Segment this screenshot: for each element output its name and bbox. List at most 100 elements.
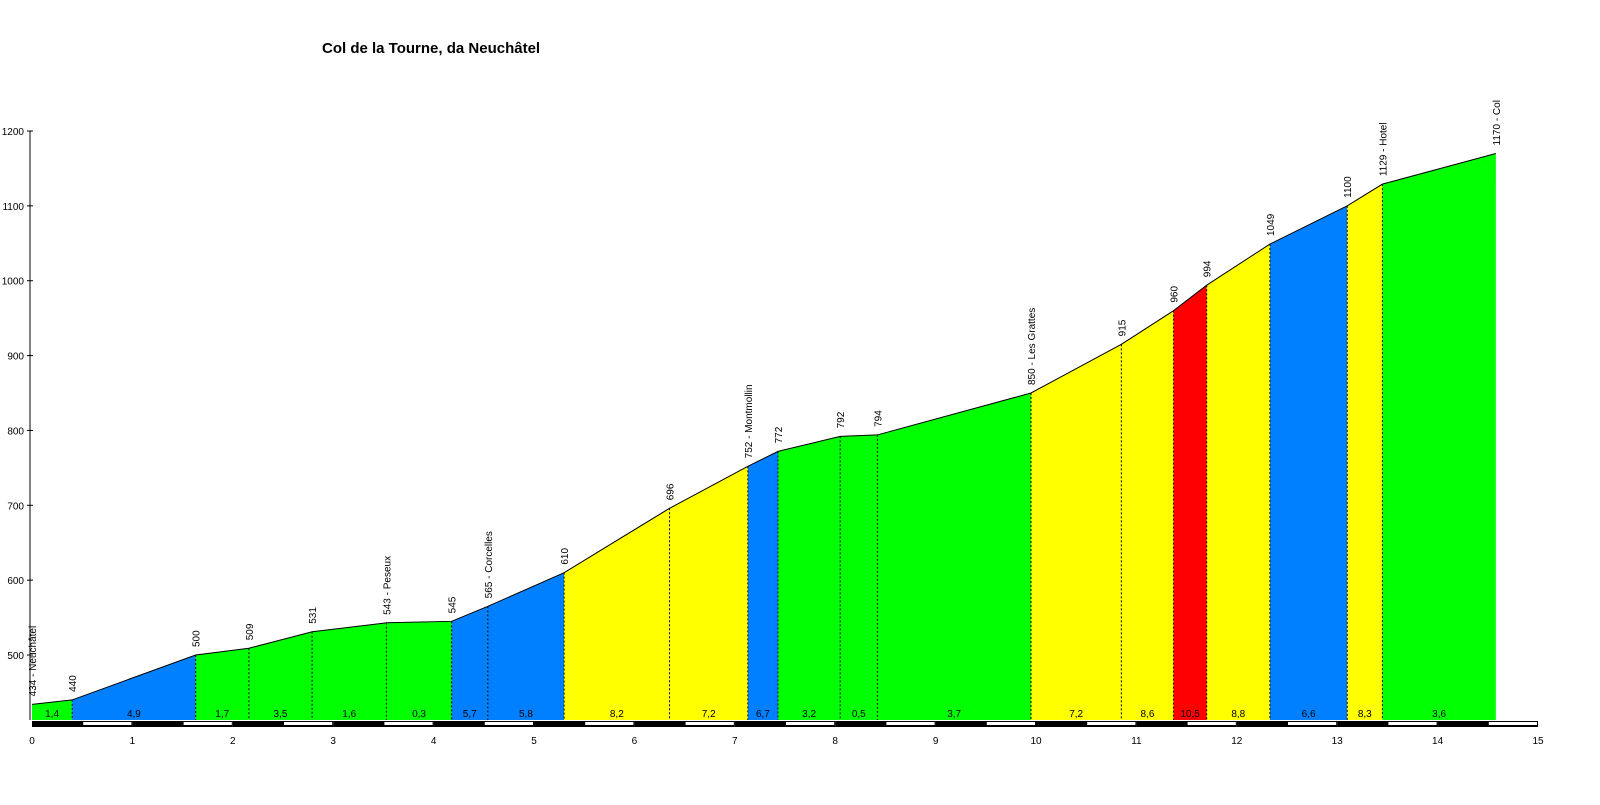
- segment-area-19: [1347, 184, 1383, 721]
- x-axis-band: [1136, 721, 1237, 727]
- x-tick-label: 12: [1231, 736, 1243, 747]
- x-axis-band-light: [786, 722, 835, 725]
- grade-label: 6,6: [1302, 709, 1316, 720]
- x-axis-band-light: [484, 722, 533, 725]
- segment-area-9: [669, 466, 748, 720]
- segment-area-0: [32, 699, 73, 720]
- grade-label: 8,6: [1140, 709, 1154, 720]
- x-axis-band: [32, 721, 133, 727]
- x-tick-label: 10: [1030, 736, 1042, 747]
- x-axis-band-light: [1187, 722, 1236, 725]
- x-tick-label: 15: [1532, 736, 1544, 747]
- x-axis-band: [534, 721, 635, 727]
- segment-area-3: [248, 631, 313, 720]
- segment-area-18: [1269, 205, 1348, 720]
- x-axis-band-light: [1388, 722, 1437, 725]
- elevation-label: 994: [1203, 260, 1214, 277]
- segment-area-8: [564, 508, 670, 720]
- elevation-label: 500: [192, 630, 203, 647]
- x-axis-band: [1437, 721, 1538, 727]
- elevation-label: 850 - Les Grattes: [1027, 308, 1038, 385]
- segment-area-10: [747, 451, 778, 720]
- elevation-label: 1170 - Col: [1492, 100, 1503, 145]
- x-tick-label: 11: [1131, 736, 1142, 747]
- grade-label: 4,9: [127, 709, 141, 720]
- grade-label: 0,3: [412, 709, 426, 720]
- x-tick-label: 5: [531, 736, 537, 747]
- x-axis-band: [1036, 721, 1137, 727]
- x-axis-band: [1337, 721, 1438, 727]
- elevation-label: 531: [308, 607, 319, 624]
- x-axis-band-light: [886, 722, 935, 725]
- x-tick-label: 7: [732, 736, 738, 747]
- segment-area-13: [877, 393, 1031, 720]
- elevation-label: 434 - Neuchâtel: [28, 626, 39, 697]
- y-tick-label: 900: [7, 352, 24, 363]
- x-tick-label: 9: [933, 736, 939, 747]
- grade-label: 3,5: [274, 709, 288, 720]
- grade-label: 0,5: [852, 709, 866, 720]
- grade-label: 5,7: [463, 709, 477, 720]
- x-axis-band-light: [986, 722, 1035, 725]
- grade-label: 1,6: [342, 709, 356, 720]
- chart-title: Col de la Tourne, da Neuchâtel: [322, 40, 541, 57]
- segment-area-14: [1030, 344, 1122, 720]
- elevation-label: 696: [666, 483, 677, 500]
- segment-area-4: [312, 622, 387, 720]
- x-axis-band: [634, 721, 735, 727]
- x-tick-label: 0: [29, 736, 35, 747]
- segment-area-16: [1173, 285, 1207, 720]
- grade-label: 5,8: [519, 709, 533, 720]
- grade-label: 7,2: [1069, 709, 1083, 720]
- x-axis-band: [232, 721, 334, 727]
- x-axis-band-light: [1488, 722, 1537, 725]
- x-tick-label: 13: [1332, 736, 1344, 747]
- x-axis-band: [433, 721, 534, 727]
- grade-label: 6,7: [756, 709, 770, 720]
- x-axis-band: [935, 721, 1036, 727]
- x-tick-label: 6: [632, 736, 638, 747]
- y-tick-label: 1200: [2, 127, 25, 138]
- segment-area-11: [777, 436, 841, 720]
- grade-label: 1,7: [215, 709, 229, 720]
- elevation-label: 792: [836, 411, 847, 428]
- x-axis-band-light: [183, 722, 232, 725]
- elevation-label: 565 - Corcelles: [484, 531, 495, 598]
- profile-line: [31, 152, 1496, 705]
- x-tick-label: 8: [832, 736, 838, 747]
- elevation-label: 1100: [1343, 176, 1354, 198]
- segment-area-7: [487, 572, 565, 720]
- x-axis-band-light: [685, 722, 734, 725]
- elevation-label: 610: [560, 548, 571, 565]
- grade-label: 8,2: [610, 709, 624, 720]
- grade-label: 3,2: [802, 709, 816, 720]
- elevation-label: 509: [245, 623, 256, 640]
- segment-area-15: [1121, 310, 1174, 720]
- x-axis-band: [734, 721, 836, 727]
- x-axis-band-light: [83, 722, 132, 725]
- elevation-label: 545: [448, 596, 459, 613]
- y-tick-label: 1000: [2, 277, 25, 288]
- segment-area-5: [386, 621, 452, 720]
- segment-area-20: [1382, 153, 1496, 720]
- segment-area-17: [1206, 244, 1270, 720]
- y-tick-label: 800: [7, 426, 24, 437]
- grade-label: 3,6: [1432, 709, 1446, 720]
- x-axis-band-light: [1087, 722, 1136, 725]
- grade-label: 8,3: [1358, 709, 1372, 720]
- elevation-label: 772: [774, 426, 785, 443]
- segment-area-2: [195, 648, 249, 720]
- elevation-label: 915: [1117, 319, 1128, 336]
- grade-label: 1,4: [45, 709, 59, 720]
- x-tick-label: 1: [130, 736, 136, 747]
- x-tick-label: 14: [1432, 736, 1444, 747]
- segment-area-1: [72, 655, 196, 720]
- x-tick-label: 4: [431, 736, 437, 747]
- x-axis-band-light: [585, 722, 634, 725]
- grade-label: 10,5: [1180, 709, 1200, 720]
- y-tick-label: 500: [7, 651, 24, 662]
- elevation-label: 752 - Montmollin: [744, 384, 755, 458]
- x-tick-label: 3: [330, 736, 336, 747]
- x-axis-band-light: [284, 722, 333, 725]
